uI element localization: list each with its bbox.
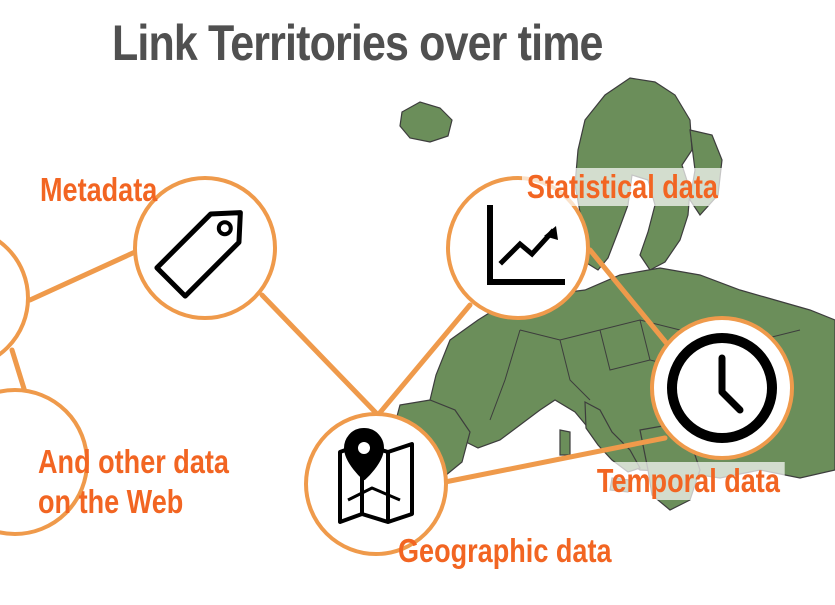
europe-map	[391, 77, 835, 511]
connector-lines	[9, 247, 671, 485]
geographic-label: Geographic data	[398, 532, 612, 569]
partial-node-left	[0, 239, 89, 536]
other-data-label-line1: And other data	[38, 443, 229, 480]
chart-icon	[487, 205, 565, 285]
metadata-label: Metadata	[40, 171, 158, 208]
other-data-label-line2: on the Web	[38, 483, 184, 520]
tag-icon	[154, 210, 243, 299]
map-pin-icon	[338, 428, 414, 524]
metadata-node	[133, 176, 277, 320]
geographic-node	[304, 412, 448, 556]
statistical-node	[446, 176, 590, 320]
temporal-label: Temporal data	[592, 462, 785, 500]
temporal-node	[650, 316, 794, 460]
statistical-label: Statistical data	[522, 168, 723, 206]
page-title: Link Territories over time	[112, 15, 603, 71]
clock-icon	[667, 333, 777, 443]
